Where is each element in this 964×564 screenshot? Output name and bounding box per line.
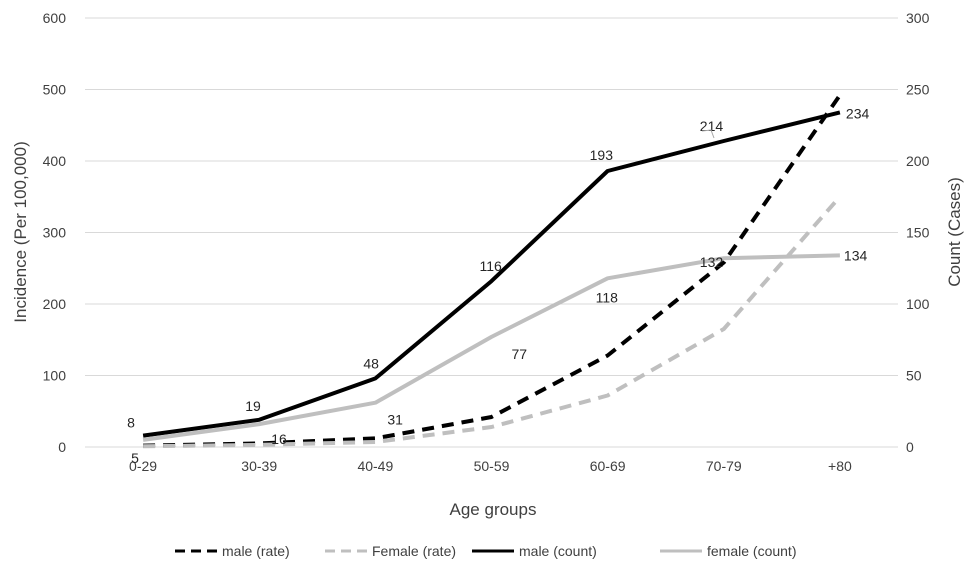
data-label: 214 [700,118,724,134]
legend: male (rate) Female (rate) male (count) fema… [175,543,796,559]
legend-label: Female (rate) [372,543,456,559]
y-right-tick-label: 0 [906,439,914,455]
label-leader-line [701,129,715,139]
series-lines [142,94,842,449]
series-line-female-count [142,253,840,442]
legend-item: female (count) [660,543,796,559]
y-axis-title-right: Count (Cases) [945,177,964,287]
x-tick-label: 50-59 [474,458,510,474]
legend-label: female (count) [707,543,796,559]
y-right-tick-label: 100 [906,296,930,312]
series-line-female-rate [143,195,842,449]
data-label: 118 [596,289,619,305]
data-label: 77 [512,346,528,362]
data-label: 48 [363,355,379,371]
x-tick-label: 60-69 [590,458,626,474]
x-axis-title: Age groups [450,500,537,519]
x-tick-label: 70-79 [706,458,742,474]
data-label: 8 [127,415,135,431]
data-label: 19 [245,398,261,414]
left-axis-ticks: 0 100 200 300 400 500 600 [43,10,67,455]
y-left-tick-label: 500 [43,82,67,98]
x-tick-label: 30-39 [241,458,277,474]
y-left-tick-label: 0 [58,439,66,455]
y-left-tick-label: 400 [43,153,67,169]
y-right-tick-label: 50 [906,368,922,384]
x-axis-ticks: 0-29 30-39 40-49 50-59 60-69 70-79 +80 [129,458,852,474]
legend-item: male (count) [472,543,597,559]
data-label: 234 [846,105,870,121]
y-right-tick-label: 250 [906,82,930,98]
series-line-male-rate [143,94,842,448]
y-right-tick-label: 200 [906,153,930,169]
y-left-tick-label: 300 [43,225,67,241]
legend-label: male (count) [519,543,597,559]
data-label: 193 [590,147,614,163]
y-right-tick-label: 150 [906,225,930,241]
data-label: 5 [131,450,139,466]
data-label: 31 [387,412,403,428]
data-label: 116 [480,258,503,274]
x-tick-label: +80 [828,458,852,474]
gridlines [85,17,898,448]
data-labels: 8 19 48 116 193 214 234 5 16 31 77 118 132 134 [127,105,869,465]
y-left-tick-label: 100 [43,368,67,384]
y-axis-title-left: Incidence (Per 100,000) [11,141,30,322]
y-left-tick-label: 600 [43,10,67,26]
data-label: 16 [271,431,287,447]
data-label: 134 [844,247,868,263]
right-axis-ticks: 0 50 100 150 200 250 300 [906,10,930,455]
x-tick-label: 40-49 [357,458,393,474]
legend-label: male (rate) [222,543,290,559]
legend-item: Female (rate) [325,543,456,559]
y-left-tick-label: 200 [43,296,67,312]
legend-item: male (rate) [175,543,290,559]
series-line-male-count [142,110,841,438]
y-right-tick-label: 300 [906,10,930,26]
data-label: 132 [700,254,724,270]
x-tick-label: 0-29 [129,458,157,474]
